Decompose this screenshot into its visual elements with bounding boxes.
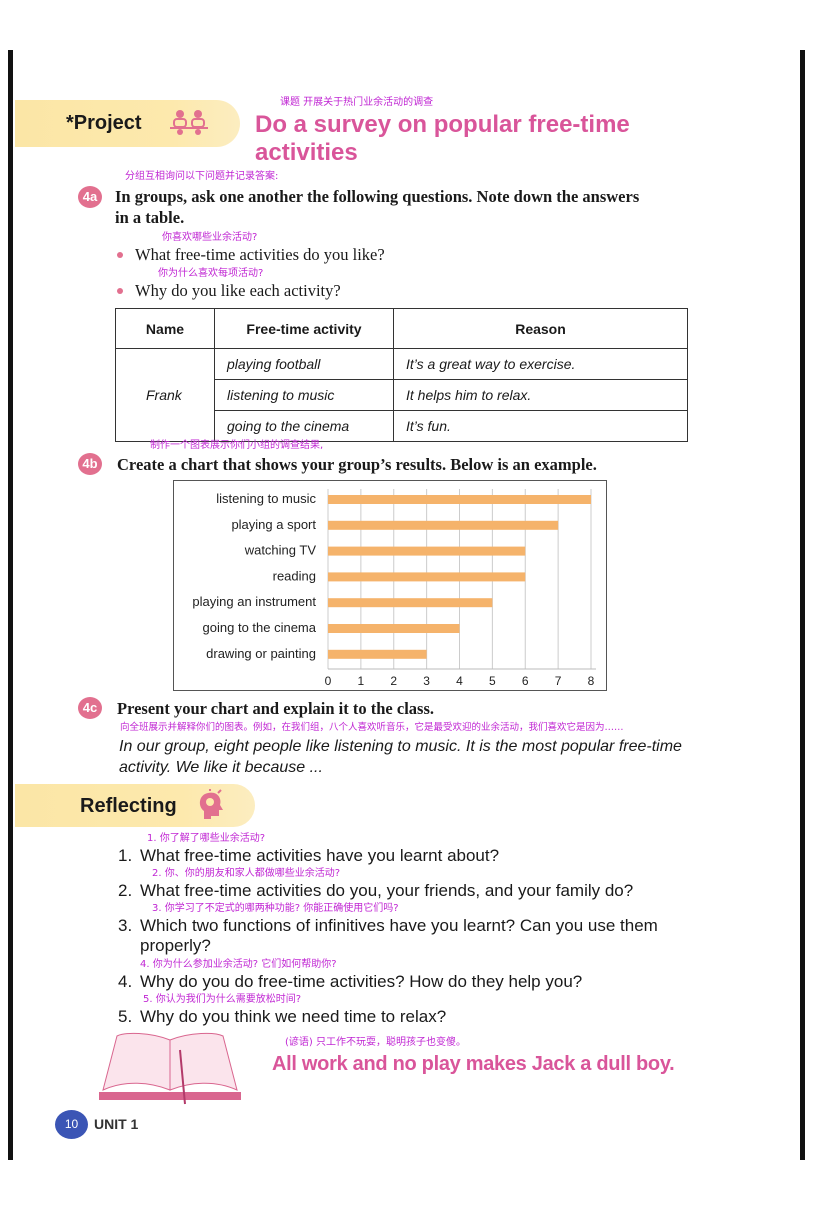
question-number: 1. [118,846,133,865]
question-note: 5. 你认为我们为什么需要放松时间? [143,994,302,1005]
task-4c-note: 向全班展示并解释你们的图表。例如，在我们组，八个人喜欢听音乐，它是最受欢迎的业余… [120,722,624,733]
question-text-continued: properly? [140,936,211,955]
question-note: 4. 你为什么参加业余活动? 它们如何帮助你? [140,959,337,970]
bar [328,546,526,556]
task-4b-note: 制作一个图表展示你们小组的调查结果, [150,440,324,451]
x-tick-label: 8 [588,674,595,688]
bullet-question: Why do you like each activity? [135,281,341,300]
table-row: going to the cinema It’s fun. [116,410,688,442]
bar [328,572,526,582]
reflect-question: 4. Why do you do free-time activities? Ho… [118,972,583,992]
instruction-line-2: in a table. [115,208,185,227]
task-4a-instruction: In groups, ask one another the following… [115,186,639,228]
cell-reason: It’s a great way to exercise. [393,348,688,380]
x-tick-label: 7 [555,674,562,688]
example-line-1: In our group, eight people like listenin… [119,738,682,755]
task-4a-note: 分组互相询问以下问题并记录答案: [125,171,279,182]
question-text: Which two functions of infinitives have … [140,916,658,935]
left-border [8,50,13,1160]
category-label: playing a sport [231,517,316,532]
question-number: 4. [118,972,133,991]
reflect-question: 2. What free-time activities do you, your… [118,881,634,901]
right-border [800,50,805,1160]
cell-activity: playing football [214,348,394,380]
question-number: 5. [118,1007,133,1026]
title-line-2: activities [255,139,358,166]
bar [328,624,460,633]
question-text: What free-time activities have you learn… [140,846,500,865]
bullet-question: What free-time activities do you like? [135,245,385,264]
title-line-1: Do a survey on popular free-time [255,111,630,138]
bullet-dot [117,288,123,294]
task-4b-badge: 4b [78,453,102,475]
cell-reason: It helps him to relax. [393,379,688,411]
reflect-question: 1. What free-time activities have you lea… [118,846,500,866]
category-label: watching TV [244,543,317,558]
project-title: Do a survey on popular free-time activit… [255,111,630,167]
cell-activity: going to the cinema [214,410,394,442]
task-4a-badge: 4a [78,186,102,208]
category-label: going to the cinema [203,620,317,635]
page-number: 10 [55,1110,88,1139]
question-text: Why do you do free-time activities? How … [140,972,583,991]
task-4b-instruction: Create a chart that shows your group’s r… [117,455,597,474]
x-tick-label: 6 [522,674,529,688]
category-label: listening to music [216,491,316,506]
category-label: drawing or painting [206,646,316,661]
x-tick-label: 4 [456,674,463,688]
example-line-2: activity. We like it because ... [119,759,323,776]
cell-name: Frank [115,348,215,442]
bar [328,598,493,608]
reflecting-label: Reflecting [80,795,177,817]
question-text: Why do you think we need time to relax? [140,1007,447,1026]
bar-chart: listening to music playing a sport watchin… [173,480,607,691]
header-name: Name [115,308,215,349]
question-text: What free-time activities do you, your f… [140,881,634,900]
project-label: *Project [66,112,142,134]
cell-reason: It’s fun. [393,410,688,442]
survey-table: Name Free-time activity Reason Frank pla… [115,308,688,442]
x-tick-label: 1 [358,674,365,688]
category-label: reading [273,568,316,583]
x-tick-label: 2 [390,674,397,688]
question-number: 2. [118,881,133,900]
x-tick-label: 0 [325,674,332,688]
bar [328,495,591,504]
example-text: In our group, eight people like listenin… [119,736,682,778]
question-number: 3. [118,916,133,935]
bar [328,649,427,659]
table-row: listening to music It helps him to relax… [116,379,688,411]
bar [328,520,559,530]
header-activity: Free-time activity [214,308,394,349]
x-tick-label: 3 [423,674,430,688]
bullet-note: 你喜欢哪些业余活动? [162,232,258,243]
table-row: Frank playing football It’s a great way … [115,348,688,442]
reflect-question: 3. Which two functions of infinitives hav… [118,916,658,956]
instruction-line-1: In groups, ask one another the following… [115,187,640,206]
proverb-note: (谚语) 只工作不玩耍，聪明孩子也变傻。 [285,1037,466,1048]
cell-activity: listening to music [214,379,394,411]
table-header-row: Name Free-time activity Reason [115,308,688,349]
group-meeting-icon [170,110,208,135]
title-note: 课题 开展关于热门业余活动的调查 [280,97,434,108]
task-4c-badge: 4c [78,697,102,719]
open-book-icon [99,1032,241,1105]
project-banner [15,100,240,147]
proverb-text: All work and no play makes Jack a dull b… [272,1053,675,1075]
x-tick-label: 5 [489,674,496,688]
question-note: 2. 你、你的朋友和家人都做哪些业余活动? [152,868,341,879]
header-reason: Reason [393,308,688,349]
question-note: 1. 你了解了哪些业余活动? [147,833,266,844]
task-4c-instruction: Present your chart and explain it to the… [117,699,435,718]
question-note: 3. 你学习了不定式的哪两种功能? 你能正确使用它们吗? [152,903,399,914]
unit-label: UNIT 1 [94,1116,139,1132]
reflect-question: 5. Why do you think we need time to relax… [118,1007,447,1027]
head-lightbulb-icon [199,789,223,819]
category-label: playing an instrument [192,594,316,609]
bullet-note: 你为什么喜欢每项活动? [158,268,264,279]
bullet-dot [117,252,123,258]
